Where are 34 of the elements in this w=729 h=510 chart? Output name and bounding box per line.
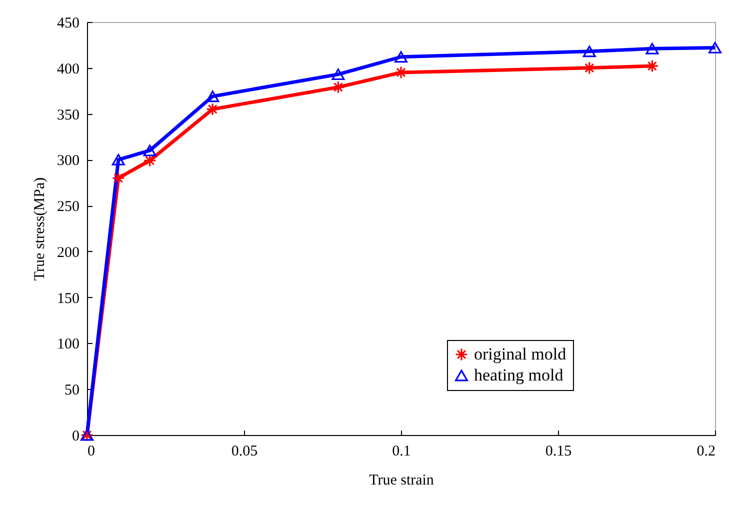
x-tick-label: 0.2 (696, 444, 716, 460)
point (143, 144, 156, 156)
x-tick-label: 0 (88, 444, 95, 460)
y-axis-title: True stress(MPa) (32, 177, 48, 281)
x-tick-label: 0.05 (231, 444, 258, 460)
point (708, 42, 722, 54)
y-tick-label: 50 (64, 382, 80, 399)
y-tick-label: 350 (57, 107, 80, 124)
x-tick-label: 0.1 (392, 444, 411, 460)
y-tick-label: 150 (57, 290, 80, 307)
x-axis-title: True strain (369, 472, 434, 488)
point (582, 61, 596, 74)
point (206, 102, 220, 116)
y-tick-label: 200 (57, 244, 80, 261)
legend-label: heating mold (474, 366, 564, 384)
point (206, 90, 220, 102)
point (394, 51, 408, 63)
point (143, 154, 156, 168)
point (646, 60, 659, 73)
y-tick-label: 0 (72, 428, 80, 444)
x-tick-label: 0.15 (545, 444, 572, 460)
point (112, 154, 125, 166)
y-tick-label: 100 (57, 336, 80, 353)
point (332, 68, 345, 80)
point (112, 172, 125, 185)
y-tick-label: 400 (57, 61, 80, 78)
point (646, 42, 659, 54)
y-tick-label: 250 (57, 199, 80, 216)
y-tick-label: 300 (57, 153, 80, 170)
y-tick-label: 450 (57, 16, 80, 32)
legend-label: original mold (474, 344, 567, 364)
point (394, 66, 408, 79)
point (582, 46, 596, 58)
point (332, 80, 345, 94)
